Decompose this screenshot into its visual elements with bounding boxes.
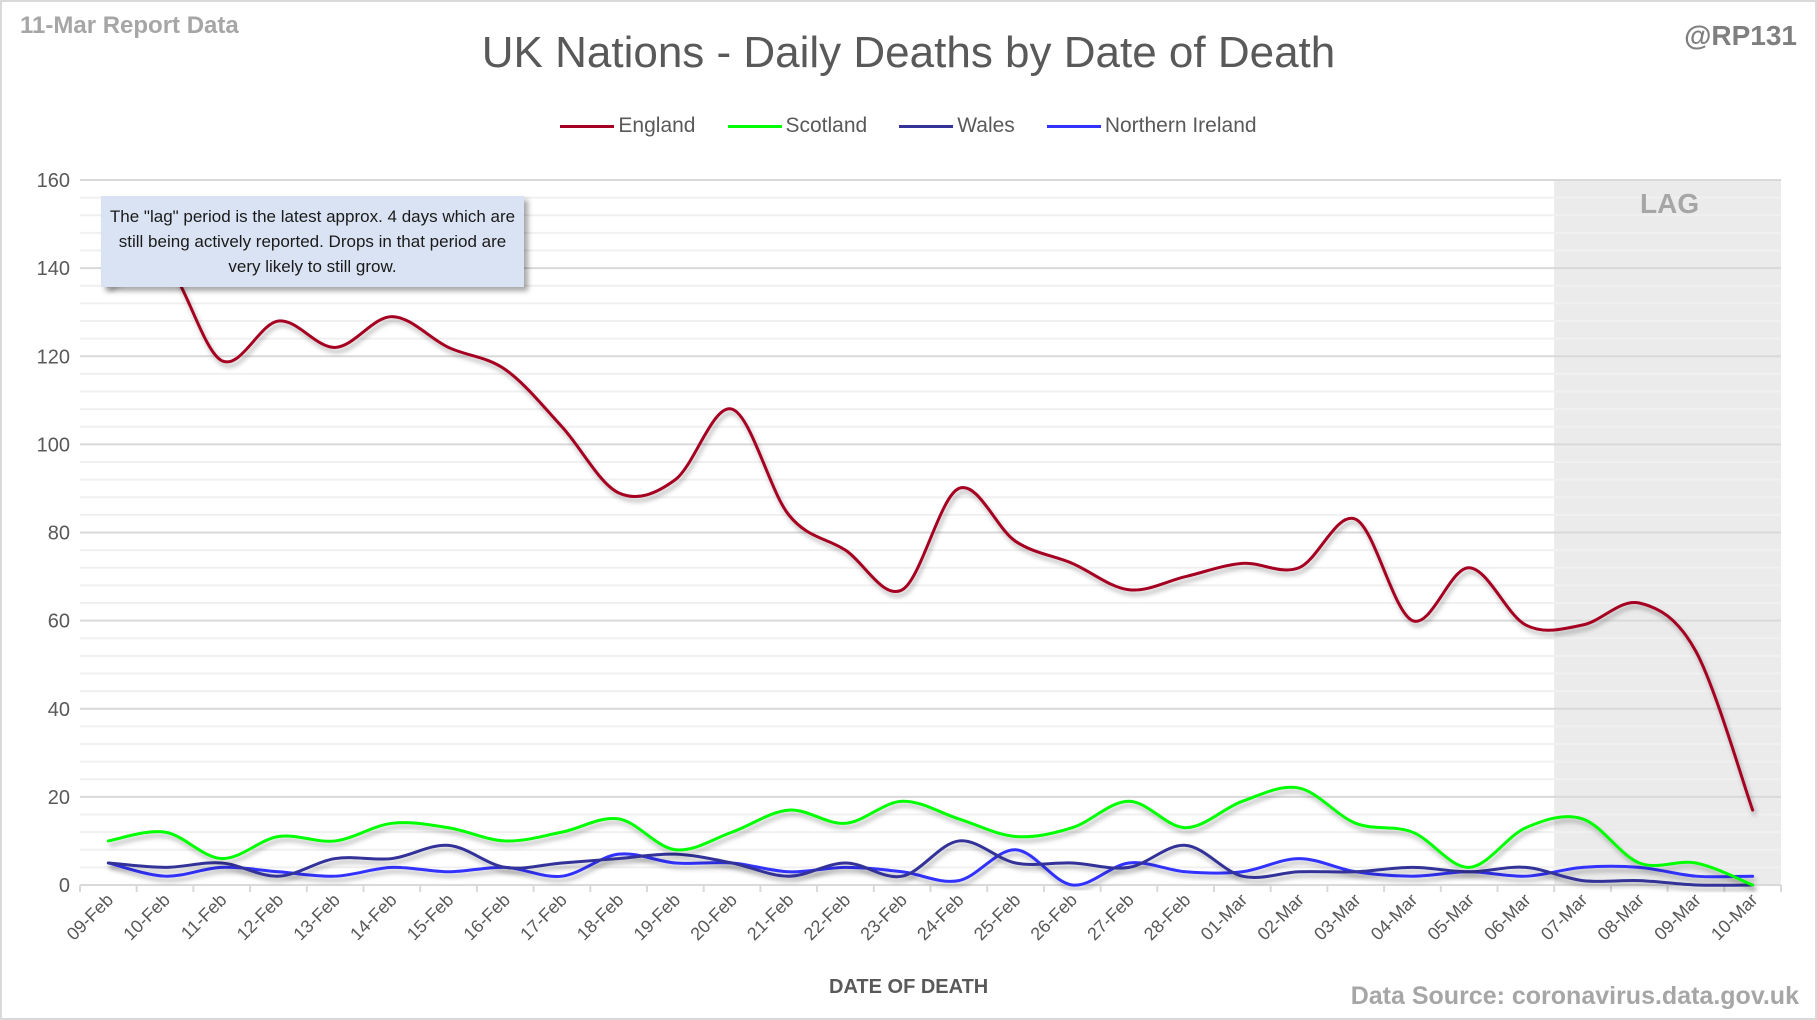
x-tick-label: 28-Feb <box>1140 890 1194 944</box>
legend-item-northern-ireland[interactable]: Northern Ireland <box>1046 114 1257 138</box>
legend-label: Northern Ireland <box>1104 114 1257 137</box>
x-tick-label: 20-Feb <box>686 890 740 944</box>
x-tick-label: 10-Feb <box>119 890 173 944</box>
x-tick-label: 04-Mar <box>1367 890 1421 944</box>
x-tick-label: 08-Mar <box>1594 890 1648 944</box>
x-tick-label: 13-Feb <box>289 890 343 944</box>
chart-title: UK Nations - Daily Deaths by Date of Dea… <box>481 28 1336 77</box>
x-tick-label: 06-Mar <box>1480 890 1534 944</box>
x-tick-label: 09-Feb <box>63 890 117 944</box>
legend-item-scotland[interactable]: Scotland <box>727 114 868 138</box>
x-tick-label: 23-Feb <box>856 890 910 944</box>
series-line-england <box>106 259 1755 812</box>
x-tick-label: 17-Feb <box>516 890 570 944</box>
y-tick-label: 80 <box>48 523 70 545</box>
x-tick-label: 15-Feb <box>403 890 457 944</box>
legend-label: England <box>618 114 696 137</box>
legend-label: Scotland <box>785 114 868 137</box>
x-tick-label: 02-Mar <box>1253 890 1307 944</box>
x-tick-label: 27-Feb <box>1083 890 1137 944</box>
y-tick-label: 40 <box>48 699 70 721</box>
legend-item-wales[interactable]: Wales <box>899 114 1015 138</box>
legend-label: Wales <box>957 114 1015 137</box>
series-line-wales <box>106 839 1755 887</box>
y-tick-label: 140 <box>37 258 70 280</box>
data-source: Data Source: coronavirus.data.gov.uk <box>1350 982 1799 1010</box>
x-tick-label: 11-Feb <box>177 890 231 944</box>
y-tick-label: 20 <box>48 787 70 809</box>
series-line-scotland <box>106 785 1755 887</box>
x-tick-label: 26-Feb <box>1027 890 1081 944</box>
x-tick-label: 14-Feb <box>346 890 400 944</box>
x-tick-label: 03-Mar <box>1310 890 1364 944</box>
legend-swatch <box>560 124 615 128</box>
y-tick-label: 0 <box>59 875 70 897</box>
report-date-tag: 11-Mar Report Data <box>20 12 239 39</box>
x-tick-label: 01-Mar <box>1197 890 1251 944</box>
x-tick-label: 09-Mar <box>1650 890 1704 944</box>
y-tick-label: 160 <box>37 170 70 192</box>
lag-annotation-box: The "lag" period is the latest approx. 4… <box>101 196 524 287</box>
legend: England Scotland Wales Northern Ireland <box>0 114 1817 138</box>
x-axis-title: DATE OF DEATH <box>829 976 989 998</box>
legend-item-england[interactable]: England <box>560 114 696 138</box>
x-tick-label: 07-Mar <box>1537 890 1591 944</box>
legend-swatch <box>1046 124 1101 128</box>
legend-swatch <box>899 124 954 128</box>
x-tick-label: 10-Mar <box>1707 890 1761 944</box>
lag-label: LAG <box>1640 188 1700 219</box>
x-tick-label: 22-Feb <box>800 890 854 944</box>
x-tick-label: 21-Feb <box>743 890 797 944</box>
y-tick-label: 60 <box>48 611 70 633</box>
y-tick-label: 120 <box>37 346 70 368</box>
x-tick-label: 12-Feb <box>233 890 287 944</box>
y-tick-label: 100 <box>37 434 70 456</box>
x-tick-label: 24-Feb <box>913 890 967 944</box>
x-tick-label: 25-Feb <box>970 890 1024 944</box>
x-tick-label: 16-Feb <box>460 890 514 944</box>
x-tick-label: 19-Feb <box>630 890 684 944</box>
legend-swatch <box>727 124 782 128</box>
x-tick-label: 05-Mar <box>1424 890 1478 944</box>
author-handle: @RP131 <box>1684 20 1797 51</box>
x-tick-label: 18-Feb <box>573 890 627 944</box>
